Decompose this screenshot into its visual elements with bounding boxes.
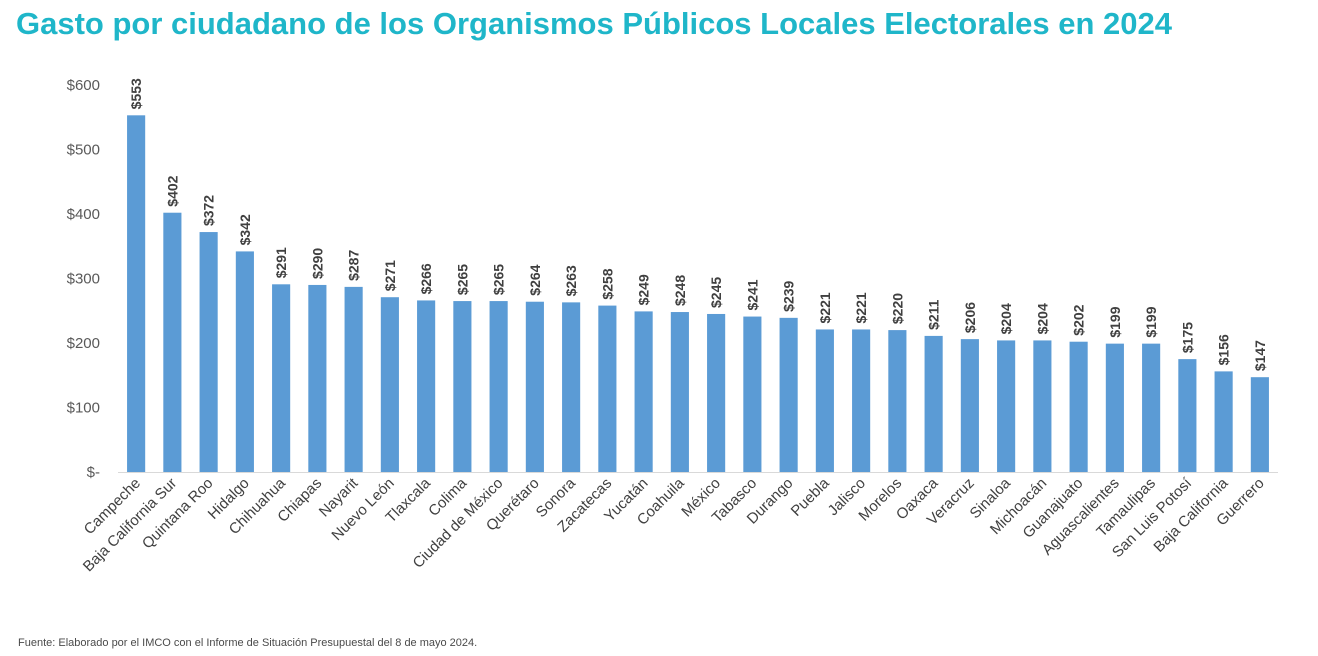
- bar: [1069, 341, 1088, 472]
- data-label: $265: [454, 264, 470, 295]
- data-label: $211: [926, 299, 942, 330]
- y-tick-label: $-: [87, 464, 100, 481]
- y-tick-label: $600: [67, 77, 100, 94]
- bar: [815, 329, 834, 472]
- data-label: $342: [237, 214, 253, 245]
- chart-title: Gasto por ciudadano de los Organismos Pú…: [16, 6, 1172, 41]
- data-label: $245: [708, 277, 724, 308]
- bar: [417, 300, 436, 472]
- data-label: $199: [1143, 306, 1159, 337]
- data-label: $265: [491, 264, 507, 295]
- data-label: $372: [201, 195, 217, 226]
- data-labels: $553 $402 $372 $342 $291 $290 $287 $271 $266 $265…: [128, 78, 1268, 371]
- bar-chart: $-$100$200$300$400$500$600 $553$402$372$…: [67, 77, 1278, 575]
- data-label: $221: [853, 292, 869, 323]
- y-tick-label: $200: [67, 335, 100, 352]
- bar: [960, 339, 979, 472]
- bar: [562, 302, 581, 472]
- y-tick-label: $100: [67, 400, 100, 417]
- y-axis: $- $100 $200 $300 $400 $500 $600: [67, 77, 100, 481]
- data-label: $287: [346, 250, 362, 281]
- y-tick-label: $500: [67, 142, 100, 159]
- bar: [489, 301, 508, 472]
- data-label: $271: [382, 260, 398, 291]
- data-label: $241: [744, 279, 760, 310]
- bar: [888, 330, 907, 472]
- data-label: $263: [563, 265, 579, 296]
- data-label: $402: [164, 175, 180, 206]
- bar: [634, 311, 653, 472]
- data-label: $290: [309, 248, 325, 279]
- bars: [127, 115, 1269, 472]
- bar: [924, 335, 943, 472]
- data-label: $249: [636, 274, 652, 305]
- bar: [344, 286, 363, 472]
- data-label: $266: [418, 263, 434, 294]
- bar: [743, 316, 762, 472]
- data-label: $206: [962, 302, 978, 333]
- data-label: $248: [672, 275, 688, 306]
- data-label: $258: [599, 268, 615, 299]
- y-tick-label: $400: [67, 206, 100, 223]
- data-label: $156: [1216, 334, 1232, 365]
- bar: [852, 329, 871, 472]
- data-label: $291: [273, 247, 289, 278]
- data-label: $202: [1071, 304, 1087, 335]
- bar: [453, 301, 472, 472]
- bar: [272, 284, 291, 472]
- bar: [1214, 371, 1233, 472]
- bar: [235, 251, 254, 472]
- bar: [308, 284, 327, 472]
- bar: [1250, 377, 1269, 472]
- bar: [1178, 359, 1197, 472]
- data-label: $204: [1034, 303, 1050, 334]
- bar: [525, 301, 544, 472]
- data-label: $553: [128, 78, 144, 109]
- bar: [598, 305, 617, 472]
- y-tick-label: $300: [67, 271, 100, 288]
- data-label: $147: [1252, 340, 1268, 371]
- x-tick-label: Puebla: [788, 474, 834, 520]
- bar: [1033, 340, 1052, 472]
- bar: [199, 232, 218, 472]
- bar: [1105, 343, 1124, 472]
- source-note: Fuente: Elaborado por el IMCO con el Inf…: [18, 637, 478, 649]
- bar: [670, 312, 689, 472]
- bar: [779, 317, 798, 472]
- bar: [380, 297, 399, 472]
- data-label: $220: [889, 293, 905, 324]
- data-label: $239: [781, 280, 797, 311]
- bar: [1142, 343, 1161, 472]
- data-label: $221: [817, 292, 833, 323]
- bar: [127, 115, 146, 472]
- data-label: $175: [1179, 322, 1195, 353]
- bar: [707, 313, 726, 472]
- bar: [163, 212, 182, 472]
- data-label: $204: [998, 303, 1014, 334]
- data-label: $264: [527, 264, 543, 295]
- bar: [997, 340, 1016, 472]
- data-label: $199: [1107, 306, 1123, 337]
